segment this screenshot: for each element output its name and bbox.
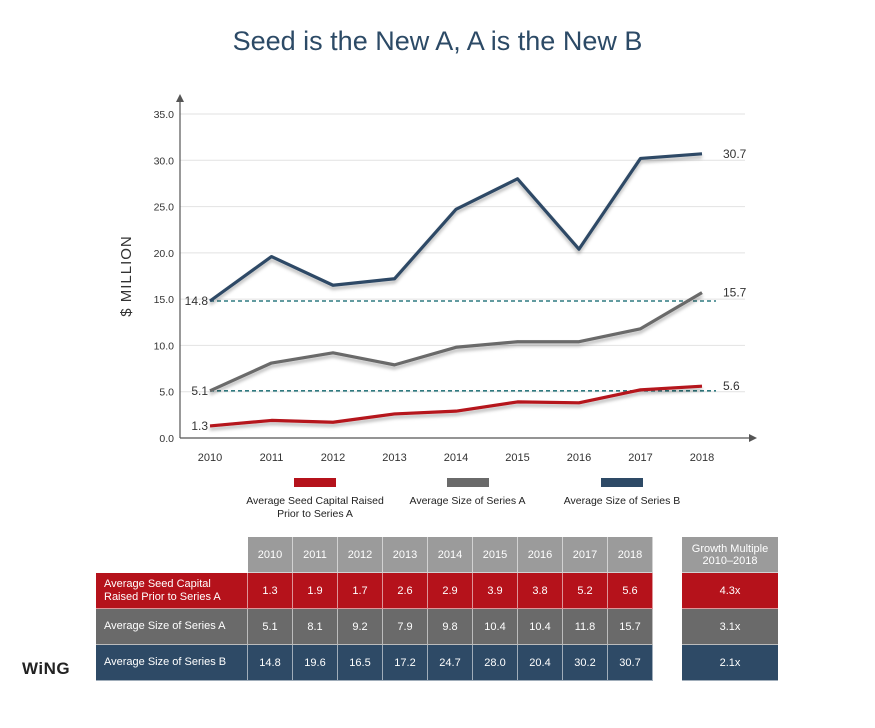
y-tick-label: 20.0 (154, 248, 175, 260)
table-cell: 15.7 (608, 609, 653, 645)
table-year-header: 2012 (338, 537, 383, 573)
growth-row-series-b: 2.1x (682, 645, 778, 681)
x-tick-label: 2012 (321, 452, 345, 464)
table-year-header: 2014 (428, 537, 473, 573)
table-row-seed: Average Seed Capital Raised Prior to Ser… (96, 573, 653, 609)
table-cell: 8.1 (293, 609, 338, 645)
table-row-label: Average Seed Capital Raised Prior to Ser… (96, 573, 248, 609)
growth-header-line2: 2010–2018 (702, 554, 758, 567)
series-line-seed (209, 384, 703, 428)
table-corner (96, 537, 248, 573)
line-chart: 0.0 5.0 10.0 15.0 20.0 25.0 30.0 35.0 2010 2011 20… (118, 94, 757, 464)
table-cell: 1.9 (293, 573, 338, 609)
table-cell: 14.8 (248, 645, 293, 681)
y-tick-label: 15.0 (154, 294, 175, 306)
table-row-series-a: Average Size of Series A 5.1 8.1 9.2 7.9… (96, 609, 653, 645)
start-value-label: 14.8 (185, 294, 209, 308)
growth-cell: 2.1x (682, 645, 778, 681)
growth-cell: 4.3x (682, 573, 778, 609)
table-cell: 10.4 (518, 609, 563, 645)
table-cell: 2.9 (428, 573, 473, 609)
table-cell: 11.8 (563, 609, 608, 645)
x-tick-label: 2010 (198, 452, 222, 464)
legend-label-seed: Average Seed Capital Raised Prior to Ser… (246, 495, 384, 520)
x-tick-label: 2011 (260, 452, 284, 464)
table-row-label: Average Size of Series B (96, 645, 248, 681)
growth-multiple-table: Growth Multiple 2010–2018 4.3x 3.1x 2.1x (682, 537, 778, 681)
x-tick-label: 2014 (444, 452, 468, 464)
table-cell: 5.1 (248, 609, 293, 645)
table-year-header: 2013 (383, 537, 428, 573)
series-line-series-b (209, 152, 703, 303)
x-axis-arrow (749, 434, 757, 442)
growth-header: Growth Multiple 2010–2018 (682, 537, 778, 573)
table-cell: 17.2 (383, 645, 428, 681)
series-line-series-a (209, 291, 703, 393)
table-cell: 28.0 (473, 645, 518, 681)
y-tick-label: 0.0 (159, 433, 174, 445)
legend-swatch-series-b (601, 478, 643, 487)
x-tick-label: 2015 (505, 452, 529, 464)
y-axis-arrow (176, 94, 184, 102)
y-tick-label: 25.0 (154, 202, 175, 214)
table-cell: 24.7 (428, 645, 473, 681)
legend-item-seed: Average Seed Capital Raised Prior to Ser… (245, 478, 385, 521)
legend-item-series-a: Average Size of Series A (400, 478, 535, 508)
table-year-header: 2011 (293, 537, 338, 573)
y-tick-label: 30.0 (154, 155, 175, 167)
growth-row-seed: 4.3x (682, 573, 778, 609)
table-cell: 9.8 (428, 609, 473, 645)
table-cell: 19.6 (293, 645, 338, 681)
table-cell: 3.8 (518, 573, 563, 609)
end-value-label: 5.6 (723, 379, 740, 393)
table-cell: 30.2 (563, 645, 608, 681)
table-row-series-b: Average Size of Series B 14.8 19.6 16.5 … (96, 645, 653, 681)
end-value-label: 15.7 (723, 286, 747, 300)
legend-label-series-a: Average Size of Series A (409, 495, 526, 507)
legend-swatch-seed (294, 478, 336, 487)
y-tick-label: 10.0 (154, 340, 175, 352)
y-tick-label: 35.0 (154, 109, 175, 121)
x-tick-label: 2018 (690, 452, 714, 464)
table-cell: 9.2 (338, 609, 383, 645)
data-table: 2010 2011 2012 2013 2014 2015 2016 2017 … (96, 537, 653, 681)
table-row-label: Average Size of Series A (96, 609, 248, 645)
chart-title: Seed is the New A, A is the New B (232, 26, 643, 56)
table-year-header: 2015 (473, 537, 518, 573)
table-cell: 1.7 (338, 573, 383, 609)
end-value-label: 30.7 (723, 147, 747, 161)
table-cell: 10.4 (473, 609, 518, 645)
y-axis-label: $ MILLION (118, 235, 135, 317)
table-cell: 2.6 (383, 573, 428, 609)
table-cell: 1.3 (248, 573, 293, 609)
legend-item-series-b: Average Size of Series B (562, 478, 682, 508)
table-year-header: 2017 (563, 537, 608, 573)
growth-header-line1: Growth Multiple (691, 542, 769, 555)
legend-swatch-series-a (446, 478, 489, 487)
growth-header-row: Growth Multiple 2010–2018 (682, 537, 778, 573)
table-year-header: 2016 (518, 537, 563, 573)
x-tick-label: 2016 (567, 452, 591, 464)
table-cell: 16.5 (338, 645, 383, 681)
table-cell: 20.4 (518, 645, 563, 681)
table-cell: 3.9 (473, 573, 518, 609)
table-cell: 30.7 (608, 645, 653, 681)
y-tick-label: 5.0 (159, 387, 174, 399)
start-value-label: 1.3 (191, 419, 208, 433)
start-value-label: 5.1 (191, 384, 208, 398)
wing-logo: WiNG (22, 659, 71, 678)
growth-row-series-a: 3.1x (682, 609, 778, 645)
table-cell: 5.2 (563, 573, 608, 609)
x-tick-label: 2013 (382, 452, 406, 464)
table-year-header: 2018 (608, 537, 653, 573)
table-cell: 5.6 (608, 573, 653, 609)
x-tick-label: 2017 (628, 452, 652, 464)
legend-label-series-b: Average Size of Series B (563, 495, 681, 507)
table-cell: 7.9 (383, 609, 428, 645)
table-header-row: 2010 2011 2012 2013 2014 2015 2016 2017 … (96, 537, 653, 573)
table-year-header: 2010 (248, 537, 293, 573)
growth-cell: 3.1x (682, 609, 778, 645)
